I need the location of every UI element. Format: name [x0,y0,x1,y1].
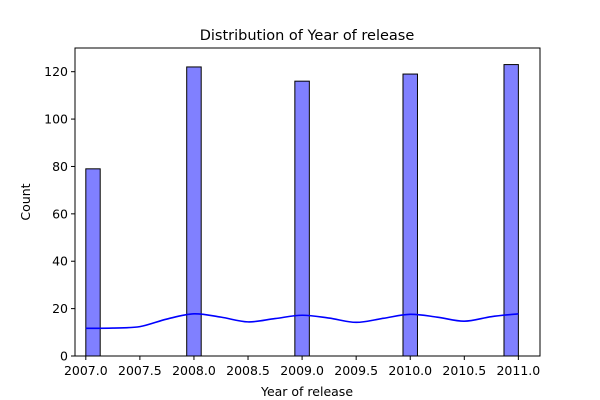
x-tick-label: 2007.5 [118,363,162,378]
x-tick-label: 2007.0 [64,363,108,378]
x-axis-label: Year of release [260,384,353,399]
x-tick-label: 2011.0 [496,363,540,378]
kde-line [85,313,519,330]
y-axis: 0 20 40 60 80 100 120 [44,64,75,364]
y-tick-label: 60 [52,206,68,221]
x-tick-label: 2009.0 [280,363,324,378]
y-axis-label: Count [18,183,33,220]
y-tick-label: 120 [44,64,68,79]
bar-group [85,64,519,357]
y-tick-label: 100 [44,112,68,127]
y-tick-label: 0 [60,349,68,364]
x-tick-label: 2008.5 [226,363,270,378]
histogram-bar [186,66,202,357]
y-tick-label: 40 [52,254,68,269]
x-tick-label: 2008.0 [172,363,216,378]
y-tick-label: 20 [52,301,68,316]
y-tick-label: 80 [52,159,68,174]
histogram-bar [503,64,519,357]
x-tick-label: 2010.5 [442,363,486,378]
plot-frame [74,47,541,357]
chart-title: Distribution of Year of release [200,28,415,44]
x-tick-label: 2010.0 [388,363,432,378]
x-axis: 2007.0 2007.5 2008.0 2008.5 2009.0 2009.5 2010… [64,356,540,378]
x-tick-label: 2009.5 [334,363,378,378]
